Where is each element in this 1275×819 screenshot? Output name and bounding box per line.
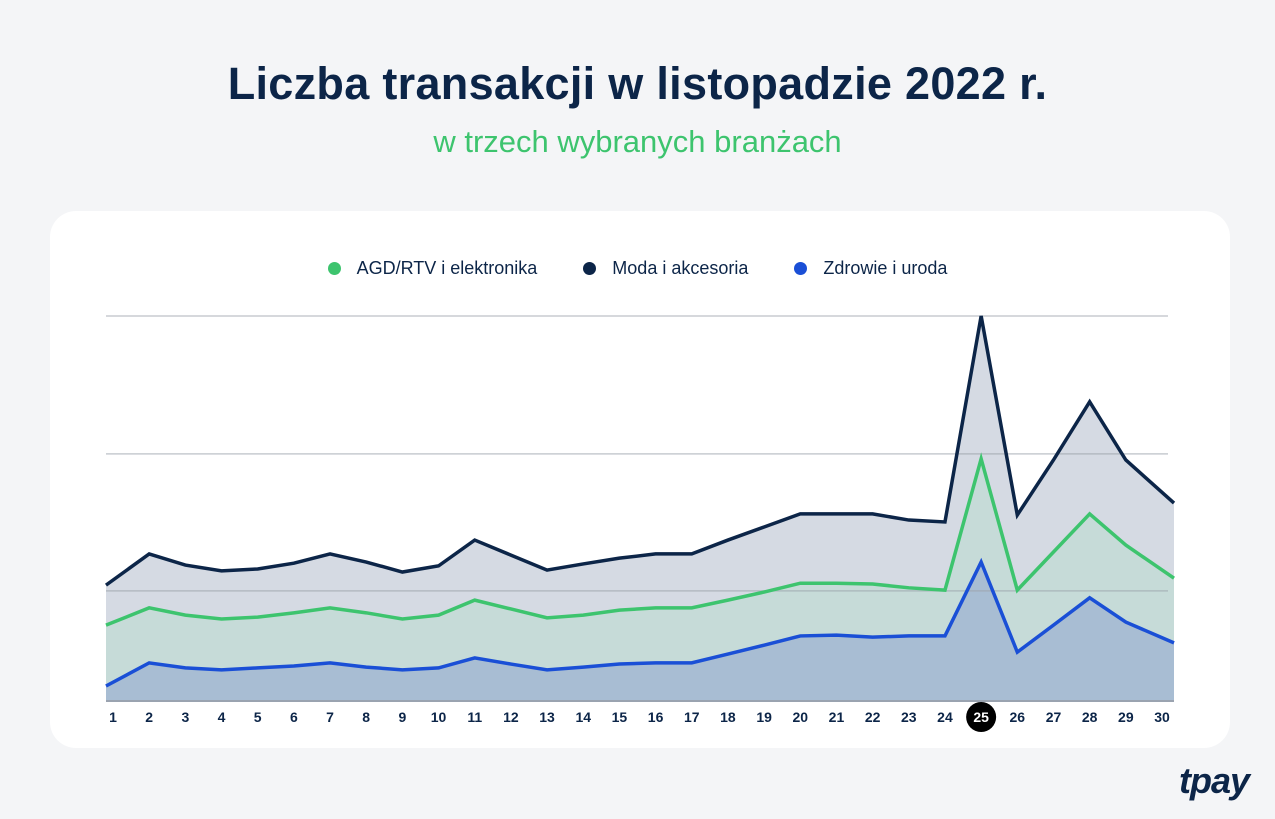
series-area-2 xyxy=(106,562,1174,701)
x-tick-label: 16 xyxy=(648,709,664,725)
x-tick-label: 30 xyxy=(1154,709,1170,725)
x-tick-label: 1 xyxy=(109,709,117,725)
x-tick-label: 26 xyxy=(1010,709,1026,725)
tpay-logo: tpay xyxy=(1178,760,1250,801)
x-tick-label: 14 xyxy=(575,709,591,725)
x-tick-label: 6 xyxy=(290,709,298,725)
series-line-1 xyxy=(105,452,1175,627)
x-tick-label: 5 xyxy=(254,709,262,725)
legend: AGD/RTV i elektronika Moda i akcesoria Z… xyxy=(0,258,1275,279)
x-tick-label: 29 xyxy=(1118,709,1134,725)
x-tick-label: 20 xyxy=(792,709,808,725)
legend-label: AGD/RTV i elektronika xyxy=(356,258,538,278)
x-tick-label: 28 xyxy=(1082,709,1098,725)
x-tick-label: 12 xyxy=(503,709,519,725)
x-tick-label: 15 xyxy=(612,709,628,725)
x-tick-label: 21 xyxy=(829,709,845,725)
series-line-0 xyxy=(104,315,1176,587)
x-tick-label: 17 xyxy=(684,709,700,725)
x-tick-label: 4 xyxy=(218,709,226,725)
x-tick-label: 3 xyxy=(181,709,189,725)
series-line-2 xyxy=(105,557,1175,688)
x-tick-label: 19 xyxy=(756,709,772,725)
legend-dot-icon xyxy=(583,262,597,275)
x-tick-label: 27 xyxy=(1046,709,1062,725)
x-tick-label: 18 xyxy=(720,709,736,725)
x-tick-label: 13 xyxy=(539,709,555,725)
legend-item-moda: Moda i akcesoria xyxy=(583,258,748,279)
x-tick-label: 7 xyxy=(326,709,334,725)
legend-dot-icon xyxy=(327,262,341,275)
legend-label: Moda i akcesoria xyxy=(612,258,749,278)
chart-subtitle: w trzech wybranych branżach xyxy=(433,124,842,159)
x-tick-label: 10 xyxy=(431,709,447,725)
x-tick-label: 22 xyxy=(865,709,881,725)
chart-title: Liczba transakcji w listopadzie 2022 r. xyxy=(227,58,1048,109)
x-tick-label: 23 xyxy=(901,709,917,725)
x-tick-label: 9 xyxy=(398,709,406,725)
x-tick-label: 25 xyxy=(973,709,989,725)
x-tick-label: 2 xyxy=(145,709,153,725)
legend-item-agd: AGD/RTV i elektronika xyxy=(327,258,538,279)
x-tick-label: 24 xyxy=(937,709,953,725)
highlight-day-marker xyxy=(966,702,997,732)
x-tick-label: 11 xyxy=(467,709,482,725)
legend-dot-icon xyxy=(794,262,808,275)
legend-item-zdrowie: Zdrowie i uroda xyxy=(794,258,947,279)
x-tick-label: 8 xyxy=(362,709,370,725)
legend-label: Zdrowie i uroda xyxy=(823,258,948,278)
